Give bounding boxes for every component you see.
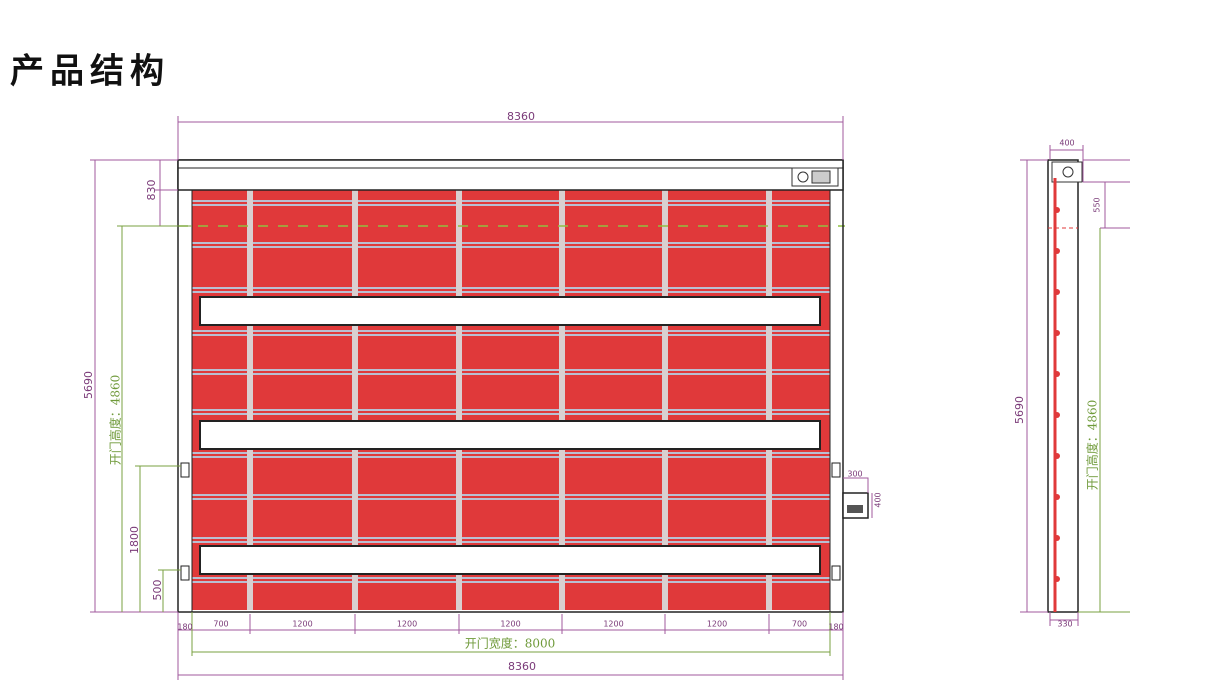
sensor (831, 462, 841, 478)
post (662, 190, 668, 610)
dim-label: 330 (1057, 620, 1072, 629)
post (559, 190, 565, 610)
dim-line (1020, 145, 1130, 626)
post (766, 190, 772, 610)
dim-label: 300 (847, 470, 862, 479)
dim-label: 5690 (1013, 396, 1026, 424)
roller (1054, 535, 1060, 541)
dim-label: 700 (792, 620, 807, 629)
door-curtain (192, 190, 830, 610)
dim-line (90, 159, 178, 613)
dim-line (191, 612, 831, 656)
window (199, 420, 821, 450)
title: 产品结构 (10, 52, 170, 92)
head-box (177, 159, 844, 191)
dim-label: 5690 (82, 371, 95, 399)
dim-label: 开门宽度：8000 (465, 636, 556, 651)
roller (1054, 207, 1060, 213)
sensor (180, 462, 190, 478)
dim-label: 1200 (292, 620, 312, 629)
roller (1054, 330, 1060, 336)
roller (1054, 289, 1060, 295)
dim-line (117, 225, 192, 612)
dim-label: 830 (145, 180, 158, 201)
dim-line (177, 612, 844, 680)
side-view: 400 550 5690 开门高度：4860 330 (1013, 139, 1130, 629)
post (247, 190, 253, 610)
dim-label: 8360 (508, 660, 536, 673)
dim-label: 8360 (507, 110, 535, 123)
side-head (1051, 161, 1083, 183)
dim-label: 开门高度：4860 (1085, 400, 1100, 491)
dim-label: 700 (213, 620, 228, 629)
front-view (177, 159, 869, 613)
dim-label: 400 (874, 492, 883, 507)
roller (1054, 453, 1060, 459)
roller (1054, 371, 1060, 377)
roller (1054, 576, 1060, 582)
control-panel (847, 505, 863, 513)
dim-label: 1200 (603, 620, 623, 629)
dimensions: 8360 830 5690 开门高度：4860 1800 500 180 700… (82, 110, 883, 680)
dim-line (1078, 228, 1130, 613)
roller (1054, 248, 1060, 254)
dim-label: 1800 (128, 526, 141, 554)
post (352, 190, 358, 610)
control-box (842, 492, 869, 519)
motor-part (811, 170, 831, 184)
dim-label: 550 (1093, 197, 1102, 212)
roller (1054, 494, 1060, 500)
dim-label: 1200 (397, 620, 417, 629)
roller (1054, 412, 1060, 418)
sensor (831, 565, 841, 581)
window (199, 545, 821, 575)
window (199, 296, 821, 326)
side-motor (1062, 166, 1074, 178)
dim-label: 180 (177, 623, 192, 632)
dim-label: 1200 (707, 620, 727, 629)
dim-label: 400 (1059, 139, 1074, 148)
sensor (180, 565, 190, 581)
dim-label: 1200 (500, 620, 520, 629)
dim-label: 500 (151, 580, 164, 601)
post (456, 190, 462, 610)
motor-part (797, 171, 809, 183)
dim-label: 180 (828, 623, 843, 632)
dim-line (178, 477, 873, 676)
side-frame (1047, 159, 1079, 613)
dim-line (177, 116, 844, 160)
dim-label: 开门高度：4860 (108, 375, 123, 466)
